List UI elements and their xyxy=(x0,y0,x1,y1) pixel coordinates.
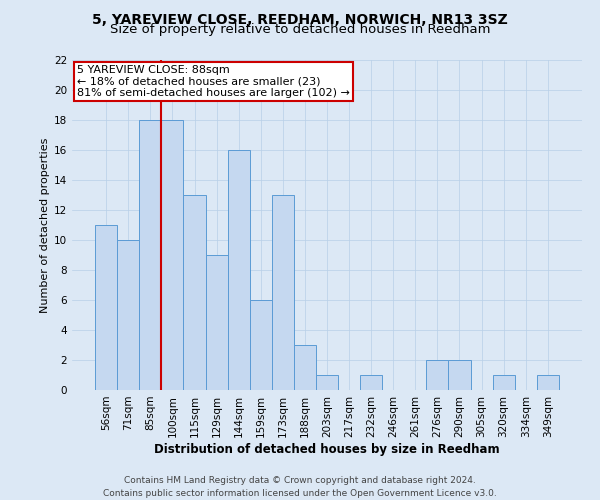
Text: 5 YAREVIEW CLOSE: 88sqm
← 18% of detached houses are smaller (23)
81% of semi-de: 5 YAREVIEW CLOSE: 88sqm ← 18% of detache… xyxy=(77,65,350,98)
Bar xyxy=(95,225,117,390)
Bar xyxy=(316,375,338,390)
Bar xyxy=(227,150,250,390)
Y-axis label: Number of detached properties: Number of detached properties xyxy=(40,138,50,312)
Bar xyxy=(250,300,272,390)
Bar xyxy=(184,195,206,390)
Bar xyxy=(294,345,316,390)
Text: Contains HM Land Registry data © Crown copyright and database right 2024.
Contai: Contains HM Land Registry data © Crown c… xyxy=(103,476,497,498)
Bar xyxy=(427,360,448,390)
Text: 5, YAREVIEW CLOSE, REEDHAM, NORWICH, NR13 3SZ: 5, YAREVIEW CLOSE, REEDHAM, NORWICH, NR1… xyxy=(92,12,508,26)
Text: Size of property relative to detached houses in Reedham: Size of property relative to detached ho… xyxy=(110,22,490,36)
Bar xyxy=(117,240,139,390)
Bar xyxy=(161,120,184,390)
Bar xyxy=(360,375,382,390)
Bar xyxy=(139,120,161,390)
Bar xyxy=(206,255,227,390)
Bar xyxy=(537,375,559,390)
X-axis label: Distribution of detached houses by size in Reedham: Distribution of detached houses by size … xyxy=(154,442,500,456)
Bar xyxy=(493,375,515,390)
Bar xyxy=(272,195,294,390)
Bar xyxy=(448,360,470,390)
